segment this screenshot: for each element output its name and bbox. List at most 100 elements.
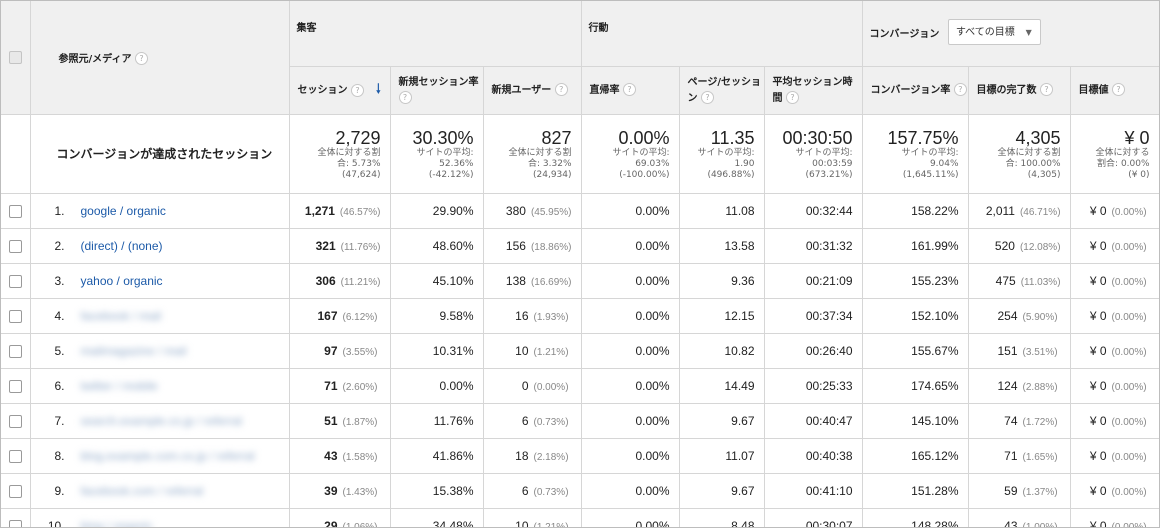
cell-bounce-rate: 0.00%	[581, 403, 680, 439]
question-circle-icon[interactable]: ?	[1040, 83, 1054, 96]
cell-value: 151.28%	[911, 484, 959, 498]
total-bounce-rate: 0.00% サイトの平均: 69.03% (-100.00%)	[581, 114, 680, 194]
row-index: 5.	[54, 344, 65, 358]
total-sub-line: (4,305)	[1027, 169, 1061, 180]
question-circle-icon[interactable]: ?	[701, 91, 714, 104]
cell-value: ¥ 0	[1089, 274, 1107, 288]
row-checkbox[interactable]	[8, 240, 22, 253]
total-goal-completions: 4,305 全体に対する割 合: 100.00% (4,305)	[968, 114, 1071, 194]
question-circle-icon[interactable]: ?	[623, 83, 636, 96]
row-checkbox[interactable]	[8, 345, 22, 358]
cell-sessions: 51 (1.87%)	[289, 403, 391, 439]
cell-conversion-rate: 155.23%	[862, 263, 969, 299]
source-medium-link[interactable]: yahoo / organic	[80, 274, 163, 288]
cell-goal-value: ¥ 0 (0.00%)	[1070, 263, 1159, 299]
cell-value: 11.08	[725, 204, 755, 218]
row-index: 9.	[54, 484, 65, 498]
cell-value: 9.67	[731, 484, 755, 498]
cell-value: 138	[505, 274, 526, 288]
cell-percent: (1.06%)	[342, 522, 378, 528]
question-circle-icon[interactable]: ?	[398, 91, 412, 104]
cell-bounce-rate: 0.00%	[581, 333, 680, 369]
row-checkbox[interactable]	[8, 485, 22, 498]
total-value: 4,305	[1015, 127, 1061, 148]
cell-sessions: 1,271 (46.57%)	[289, 193, 391, 229]
source-medium-link[interactable]: twitter / mobile	[80, 379, 158, 393]
cell-value: 6	[521, 414, 529, 428]
cell-value: 0.00%	[635, 414, 670, 428]
row-checkbox[interactable]	[8, 205, 22, 218]
row-checkbox-cell	[1, 333, 31, 369]
table-row: 4. facebook / mail 167 (6.12%) 9.58% 16 (1.93%…	[1, 298, 1159, 334]
question-circle-icon[interactable]: ?	[554, 83, 568, 96]
source-medium-link[interactable]: bing / organic	[80, 519, 153, 528]
question-circle-icon[interactable]: ?	[786, 91, 799, 104]
cell-value: 10	[515, 519, 529, 528]
dimension-header[interactable]: 参照元/メディア ?	[30, 1, 290, 115]
cell-percent: (45.95%)	[530, 207, 572, 218]
column-header-new-users[interactable]: 新規ユーザー ?	[483, 66, 582, 115]
cell-value: 43	[1004, 519, 1018, 528]
column-header-conversion-rate[interactable]: コンバージョン率 ?	[862, 66, 969, 115]
cell-percent: (2.18%)	[533, 452, 569, 463]
cell-sessions: 43 (1.58%)	[289, 438, 391, 474]
total-sub-line: サイトの平均:	[795, 147, 853, 158]
question-circle-icon[interactable]: ?	[953, 83, 967, 96]
cell-pages-per-session: 11.07	[679, 438, 765, 474]
cell-value: 155.67%	[911, 344, 959, 358]
total-value: 2,729	[335, 127, 381, 148]
row-checkbox[interactable]	[8, 310, 22, 323]
column-header-goal-completions[interactable]: 目標の完了数 ?	[968, 66, 1071, 115]
cell-value: 15.38%	[432, 484, 474, 498]
row-checkbox-cell	[1, 193, 31, 229]
row-checkbox[interactable]	[8, 450, 22, 463]
cell-value: 1,271	[304, 204, 335, 218]
source-medium-link[interactable]: search.example.co.jp / referral	[80, 414, 242, 428]
cell-value: 11.07	[725, 449, 755, 463]
cell-avg-session-duration: 00:41:10	[764, 473, 863, 509]
row-index: 10.	[47, 519, 65, 528]
table-row: 9. facebook.com / referral 39 (1.43%) 15.38%…	[1, 473, 1159, 509]
question-circle-icon[interactable]: ?	[350, 83, 364, 97]
cell-value: 165.12%	[911, 449, 959, 463]
source-medium-link[interactable]: facebook / mail	[80, 309, 162, 323]
cell-source-medium: 3. yahoo / organic	[30, 263, 290, 299]
table-row: 5. mailmagazine / mail 97 (3.55%) 10.31% 10 (1…	[1, 333, 1159, 369]
cell-new-users: 16 (1.93%)	[483, 298, 582, 334]
cell-pages-per-session: 10.82	[679, 333, 765, 369]
row-checkbox[interactable]	[8, 380, 22, 393]
column-header-new-session-rate[interactable]: 新規セッション率 ?	[390, 66, 484, 115]
row-index: 3.	[54, 274, 65, 288]
row-checkbox[interactable]	[8, 275, 22, 288]
source-medium-link[interactable]: blog.example.com.co.jp / referral	[80, 449, 255, 463]
column-header-goal-value[interactable]: 目標値 ?	[1070, 66, 1159, 115]
question-circle-icon[interactable]: ?	[134, 52, 148, 66]
cell-value: 39	[324, 484, 338, 498]
cell-goal-completions: 71 (1.65%)	[968, 438, 1071, 474]
row-checkbox-cell	[1, 403, 31, 439]
total-pages-per-session: 11.35 サイトの平均: 1.90 (496.88%)	[679, 114, 765, 194]
column-header-bounce-rate[interactable]: 直帰率 ?	[581, 66, 680, 115]
column-header-label: ページ/セッション	[687, 76, 761, 104]
question-circle-icon[interactable]: ?	[1112, 83, 1126, 96]
cell-percent: (2.60%)	[342, 382, 378, 393]
column-header-pages-per-session[interactable]: ページ/セッション ?	[679, 66, 765, 115]
total-value: 11.35	[710, 127, 755, 148]
cell-avg-session-duration: 00:30:07	[764, 508, 863, 527]
cell-goal-value: ¥ 0 (0.00%)	[1070, 368, 1159, 404]
select-all-checkbox[interactable]	[8, 51, 22, 64]
cell-value: 29.90%	[432, 204, 474, 218]
column-header-avg-session-duration[interactable]: 平均セッション時間 ?	[764, 66, 863, 115]
cell-value: 12.15	[724, 309, 755, 323]
cell-value: 10	[515, 344, 529, 358]
cell-goal-completions: 2,011 (46.71%)	[968, 193, 1071, 229]
source-medium-link[interactable]: facebook.com / referral	[80, 484, 204, 498]
row-checkbox[interactable]	[8, 415, 22, 428]
source-medium-link[interactable]: mailmagazine / mail	[80, 344, 187, 358]
goal-select-dropdown[interactable]: すべての目標 ▼	[947, 18, 1041, 45]
column-header-sessions[interactable]: セッション ? 🠓	[289, 66, 391, 115]
arrow-down-icon[interactable]: 🠓	[375, 82, 381, 97]
source-medium-link[interactable]: (direct) / (none)	[80, 239, 163, 253]
row-checkbox[interactable]	[8, 520, 22, 527]
source-medium-link[interactable]: google / organic	[80, 204, 166, 218]
